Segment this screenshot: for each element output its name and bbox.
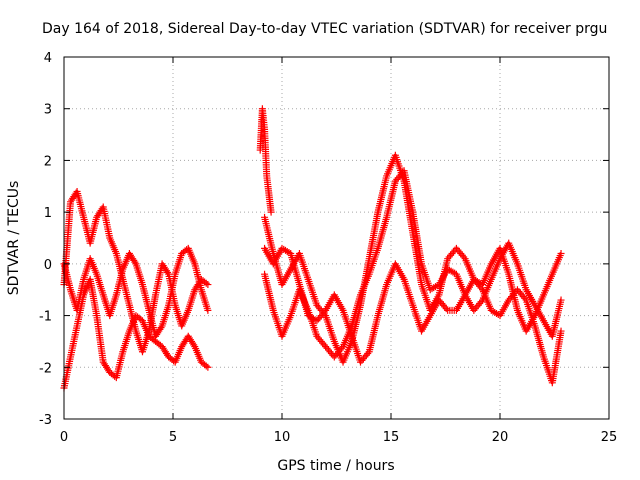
data-point xyxy=(460,253,468,261)
y-tick-label: -2 xyxy=(39,361,52,376)
y-tick-label: 3 xyxy=(44,103,52,118)
y-tick-label: 0 xyxy=(44,258,52,273)
data-point xyxy=(202,279,210,287)
data-point xyxy=(190,341,198,349)
x-tick-label: 25 xyxy=(601,430,618,445)
data-point xyxy=(202,362,210,370)
x-tick-label: 15 xyxy=(383,430,400,445)
data-point xyxy=(557,250,565,258)
x-tick-label: 0 xyxy=(60,430,68,445)
data-point xyxy=(204,363,212,371)
data-point xyxy=(364,349,372,357)
y-tick-label: 2 xyxy=(44,154,52,169)
data-point xyxy=(521,294,529,302)
x-tick-label: 5 xyxy=(169,430,177,445)
data-point xyxy=(320,308,328,316)
plot-frame xyxy=(63,56,610,420)
axis-ticks: 0 5 10 15 20 25 -3 -2 -1 0 1 2 3 4 xyxy=(39,51,617,445)
data-point xyxy=(204,281,212,289)
data-point xyxy=(442,305,450,313)
data-point xyxy=(477,298,485,306)
chart-title: Day 164 of 2018, Sidereal Day-to-day VTE… xyxy=(42,21,607,37)
data-point xyxy=(267,208,275,216)
data-point xyxy=(557,296,565,304)
y-tick-label: -3 xyxy=(39,413,52,428)
grid xyxy=(64,57,609,419)
x-tick-label: 10 xyxy=(274,430,291,445)
y-tick-label: 1 xyxy=(44,206,52,221)
data-point xyxy=(557,327,565,335)
x-axis-label: GPS time / hours xyxy=(277,458,394,474)
data-point xyxy=(157,324,165,332)
data-point xyxy=(164,268,172,276)
data-point xyxy=(477,284,485,292)
data-point xyxy=(131,258,139,266)
y-tick-label: 4 xyxy=(44,51,52,66)
data-points xyxy=(60,105,565,392)
y-axis-label: SDTVAR / TECUs xyxy=(6,181,22,296)
x-tick-label: 20 xyxy=(492,430,509,445)
data-point xyxy=(204,306,212,314)
data-point xyxy=(338,344,346,352)
y-tick-label: -1 xyxy=(39,310,52,325)
